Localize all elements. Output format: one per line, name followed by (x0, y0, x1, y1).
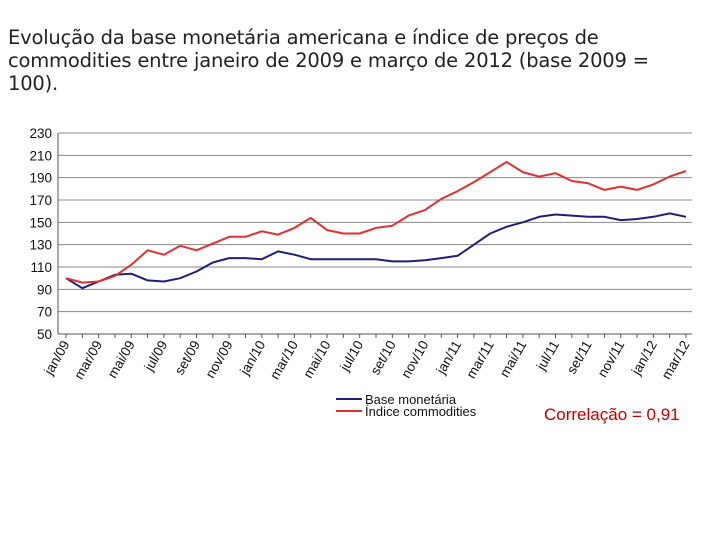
y-tick-label: 70 (37, 305, 52, 320)
y-tick-label: 50 (37, 327, 52, 342)
y-tick-labels: 50 70 90 110 130 150 170 190 210 230 (29, 126, 52, 342)
y-tick-label: 130 (29, 238, 52, 253)
x-tick-label: jul/09 (141, 338, 171, 374)
x-tick-label: jan/10 (236, 338, 268, 378)
x-tick-label: mar/10 (267, 338, 301, 382)
series-line--ndice-commodities (65, 161, 687, 284)
x-tick-label: nov/10 (398, 338, 431, 381)
x-tick-label: mar/12 (659, 338, 693, 382)
y-tick-label: 150 (29, 215, 52, 230)
gridlines (58, 132, 692, 335)
x-tick-label: mar/09 (71, 338, 105, 382)
x-tick-label: mar/11 (463, 338, 496, 381)
y-tick-label: 110 (30, 260, 52, 275)
x-tick-label: jan/12 (628, 338, 660, 378)
x-tick-label: nov/09 (202, 338, 235, 381)
x-tick-label: jul/11 (533, 338, 562, 373)
y-tick-label: 170 (29, 193, 52, 208)
axes (57, 133, 692, 338)
x-tick-label: jan/11 (433, 338, 464, 377)
y-tick-label: 90 (37, 282, 52, 297)
y-tick-label: 190 (29, 171, 52, 186)
legend-label: Índice commodities (365, 404, 477, 419)
title-line-3: 100). (8, 72, 59, 95)
y-tick-label: 210 (29, 148, 52, 163)
x-tick-label: nov/11 (595, 338, 628, 380)
x-tick-label: set/11 (564, 338, 595, 376)
x-tick-label: mai/11 (497, 338, 530, 380)
x-tick-label: mai/10 (300, 338, 333, 381)
x-tick-label: set/10 (368, 338, 399, 377)
legend-label: Base monetária (365, 392, 457, 407)
x-tick-label: mai/09 (105, 338, 138, 381)
x-tick-label: jan/09 (41, 338, 73, 378)
title-line-2: commodities entre janeiro de 2009 e març… (8, 49, 649, 72)
x-tick-label: jul/10 (337, 338, 367, 374)
correlation-annotation: Correlação = 0,91 (544, 405, 680, 424)
x-tick-label: set/09 (172, 338, 203, 377)
page-title: Evolução da base monetária americana e í… (8, 26, 708, 95)
series-line-base-monet-ria (65, 212, 687, 290)
title-line-1: Evolução da base monetária americana e í… (8, 26, 599, 49)
series-lines (65, 161, 687, 290)
y-tick-label: 230 (29, 126, 52, 141)
